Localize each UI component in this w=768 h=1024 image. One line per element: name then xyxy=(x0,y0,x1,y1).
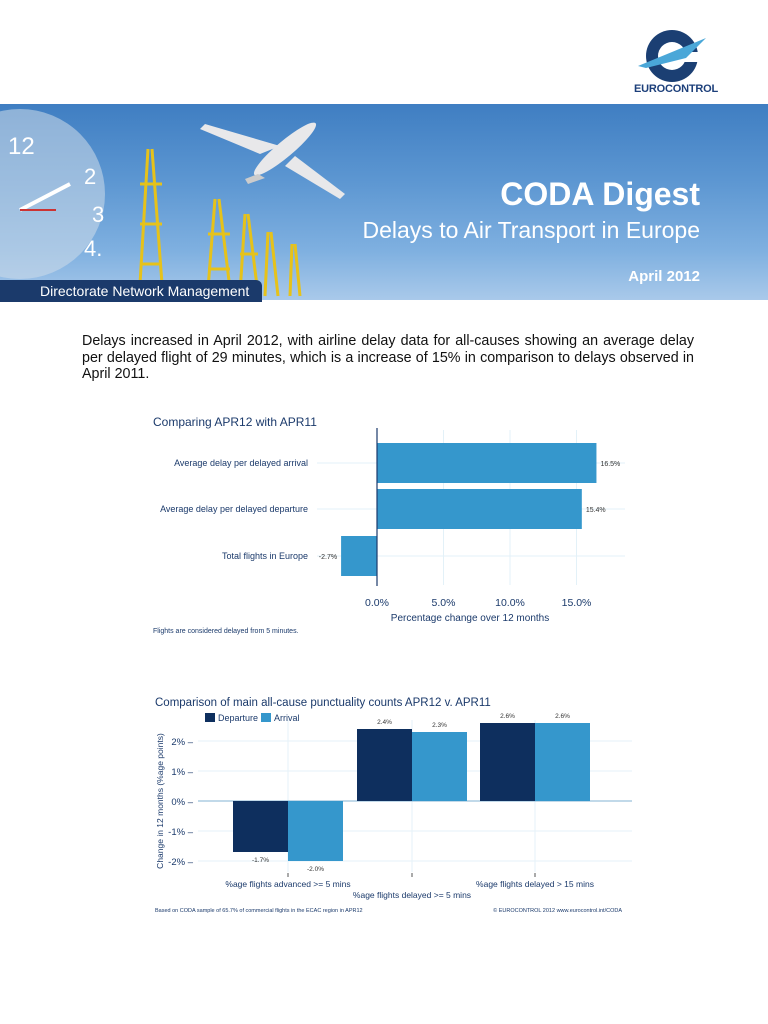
data-label: 2.4% xyxy=(377,719,392,726)
y-tick-label: 0% – xyxy=(171,797,193,808)
chart-title: Comparing APR12 with APR11 xyxy=(153,415,317,429)
chart-punctuality-counts: Comparison of main all-cause punctuality… xyxy=(155,697,632,914)
svg-text:4.: 4. xyxy=(84,236,102,261)
x-tick-label: 10.0% xyxy=(495,597,525,609)
bar xyxy=(341,536,377,576)
issue-date: April 2012 xyxy=(628,268,700,285)
category-label: %age flights delayed >= 5 mins xyxy=(353,890,471,900)
data-label: 2.6% xyxy=(500,713,515,720)
y-tick-label: 1% – xyxy=(171,767,193,778)
airplane-icon xyxy=(200,122,345,199)
chart-note: Flights are considered delayed from 5 mi… xyxy=(153,628,299,635)
bar xyxy=(377,489,582,529)
legend-label: Arrival xyxy=(274,713,300,723)
chart-title: Comparison of main all-cause punctuality… xyxy=(155,697,491,709)
y-tick-label: -2% – xyxy=(168,857,194,868)
banner-illustration: 12 2 3 4. xyxy=(0,109,345,297)
header-banner: 12 2 3 4. xyxy=(0,104,768,300)
department-tab: Directorate Network Management xyxy=(0,280,262,302)
logo-text: EUROCONTROL xyxy=(634,83,718,95)
bar xyxy=(377,443,597,483)
bar xyxy=(480,723,535,801)
x-tick-label: 0.0% xyxy=(365,597,389,609)
x-tick-label: 5.0% xyxy=(432,597,456,609)
page-title: CODA Digest xyxy=(500,176,700,212)
y-tick-label: 2% – xyxy=(171,737,193,748)
bar xyxy=(357,729,412,801)
category-label: Total flights in Europe xyxy=(222,551,308,561)
footnote-right: © EUROCONTROL 2012 www.eurocontrol.int/C… xyxy=(493,907,622,914)
data-label: -2.0% xyxy=(307,866,324,873)
data-label: -1.7% xyxy=(252,857,269,864)
y-tick-label: -1% – xyxy=(168,827,194,838)
svg-text:12: 12 xyxy=(8,133,35,160)
legend-swatch xyxy=(205,713,215,722)
category-label: %age flights advanced >= 5 mins xyxy=(225,879,350,889)
x-tick-label: 15.0% xyxy=(562,597,592,609)
data-label: 2.6% xyxy=(555,713,570,720)
data-label: 2.3% xyxy=(432,722,447,729)
data-label: 16.5% xyxy=(600,461,620,468)
eurocontrol-logo xyxy=(636,26,716,98)
chart-apr12-vs-apr11: Comparing APR12 with APR11 0.0% 5.0% 10.0% 1… xyxy=(153,415,625,635)
bar xyxy=(412,732,467,801)
bar xyxy=(233,801,288,852)
intro-paragraph: Delays increased in April 2012, with air… xyxy=(82,333,694,382)
x-axis-label: Percentage change over 12 months xyxy=(391,613,549,624)
crane-towers-icon xyxy=(138,148,302,297)
category-label: Average delay per delayed departure xyxy=(160,504,308,514)
legend-label: Departure xyxy=(218,713,258,723)
data-label: 15.4% xyxy=(586,507,606,514)
svg-text:2: 2 xyxy=(84,164,96,189)
legend-swatch xyxy=(261,713,271,722)
bar xyxy=(288,801,343,861)
footnote-left: Based on CODA sample of 65.7% of commerc… xyxy=(155,908,363,914)
data-label: -2.7% xyxy=(319,554,337,561)
page-subtitle: Delays to Air Transport in Europe xyxy=(362,217,701,243)
y-axis-label: Change in 12 months (%age points) xyxy=(155,733,165,869)
bar xyxy=(535,723,590,801)
svg-text:3: 3 xyxy=(92,202,104,227)
category-label: %age flights delayed > 15 mins xyxy=(476,879,594,889)
category-label: Average delay per delayed arrival xyxy=(174,458,308,468)
